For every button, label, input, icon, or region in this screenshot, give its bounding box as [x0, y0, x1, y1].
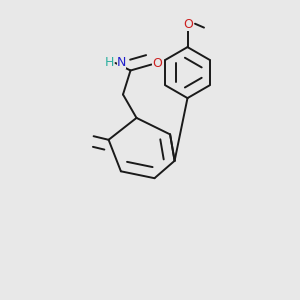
- Text: O: O: [183, 18, 193, 31]
- Text: O: O: [152, 57, 162, 70]
- Text: H: H: [105, 56, 114, 69]
- Text: N: N: [117, 56, 126, 69]
